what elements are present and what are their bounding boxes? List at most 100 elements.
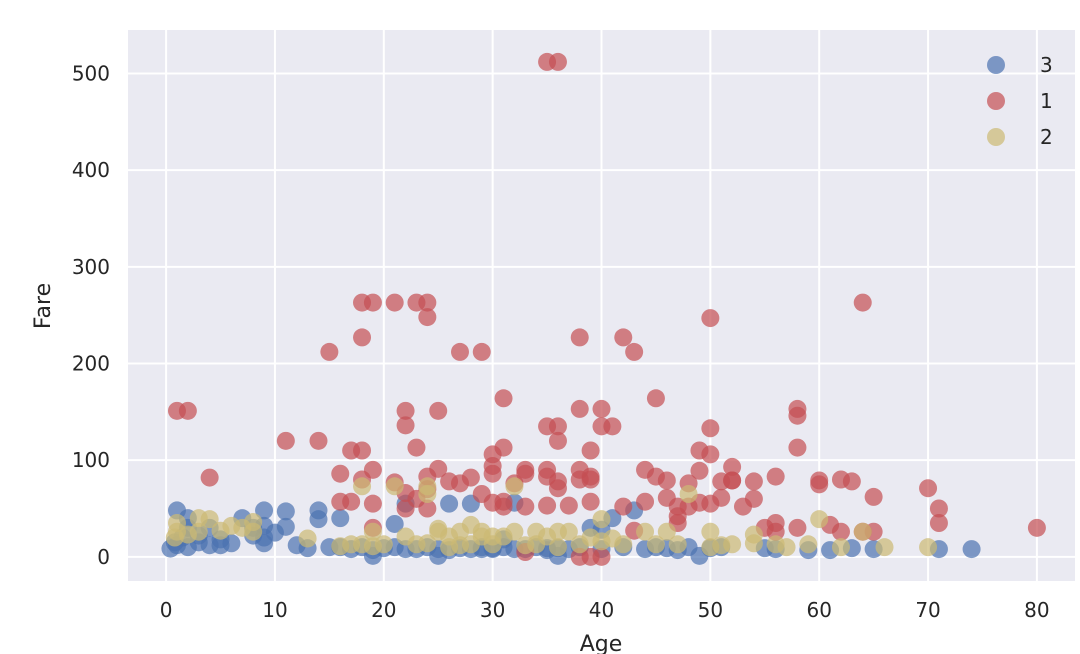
data-point [418,499,437,518]
x-tick-label: 60 [806,598,831,622]
data-point [701,309,720,328]
data-point [374,535,393,554]
legend-label: 2 [1040,125,1053,149]
data-point [592,510,611,529]
data-point [646,535,665,554]
data-point [559,496,578,515]
data-point [548,52,567,71]
y-tick-label: 100 [72,448,110,472]
data-point [853,522,872,541]
data-point [222,534,241,553]
data-point [363,293,382,312]
data-point [200,468,219,487]
series-2 [165,477,938,557]
data-point [919,479,938,498]
legend-label: 1 [1040,89,1053,113]
data-point [548,479,567,498]
x-tick-label: 20 [371,598,396,622]
legend-marker [987,92,1005,110]
data-point [657,522,676,541]
data-point [581,441,600,460]
data-point [723,471,742,490]
data-point [853,293,872,312]
data-point [538,496,557,515]
data-point [189,522,208,541]
legend-label: 3 [1040,53,1053,77]
data-point [255,501,274,520]
data-point [581,470,600,489]
data-point [178,401,197,420]
legend-marker [987,128,1005,146]
data-point [679,485,698,503]
data-point [353,477,372,496]
data-point [581,492,600,511]
data-point [570,399,589,418]
x-tick-label: 30 [480,598,505,622]
data-point [396,416,415,435]
data-point [320,342,339,361]
data-point [646,389,665,408]
data-point [494,389,513,408]
data-point [353,328,372,347]
data-point [505,522,524,541]
tick-labels: 0 10 20 30 40 50 60 70 80 0 100 200 300 400 500 [72,62,1050,623]
data-point [309,510,328,529]
legend-marker [987,56,1005,74]
data-point [363,522,382,541]
data-point [690,461,709,480]
y-tick-label: 500 [72,62,110,86]
data-point [929,499,948,518]
data-point [603,417,622,436]
data-point [744,472,763,491]
x-axis-label: Age [580,632,623,654]
data-point [701,522,720,541]
data-point [810,510,829,529]
y-tick-label: 0 [97,545,110,569]
data-point [766,522,785,541]
data-point [494,438,513,457]
data-point [276,517,295,536]
data-point [429,459,448,478]
data-point [276,502,295,521]
x-tick-label: 80 [1024,598,1049,622]
data-point [701,419,720,438]
data-point [407,438,426,457]
data-point [385,514,404,533]
data-point [875,538,894,557]
data-point [668,535,687,554]
data-point [309,431,328,450]
series-1 [167,52,1046,566]
data-point [788,406,807,425]
data-point [701,445,720,464]
data-point [657,471,676,490]
data-point [614,328,633,347]
y-tick-label: 400 [72,158,110,182]
data-point [244,513,263,532]
data-point [472,342,491,361]
data-point [418,293,437,312]
data-point [614,497,633,516]
data-point [548,538,567,557]
data-point [516,464,535,483]
legend: 3 1 2 [987,53,1053,149]
data-point [548,431,567,450]
x-tick-label: 50 [698,598,723,622]
data-point [331,464,350,483]
data-point [331,509,350,528]
y-tick-label: 300 [72,255,110,279]
data-point [548,417,567,436]
y-tick-label: 200 [72,352,110,376]
data-point [592,547,611,566]
data-point [505,477,524,496]
data-point [396,401,415,420]
data-point [788,438,807,457]
data-point [385,477,404,496]
data-point [614,535,633,554]
x-tick-label: 0 [160,598,173,622]
data-point [559,522,578,541]
data-point [799,535,818,554]
data-point [418,485,437,503]
data-point [483,464,502,483]
x-tick-label: 40 [589,598,614,622]
